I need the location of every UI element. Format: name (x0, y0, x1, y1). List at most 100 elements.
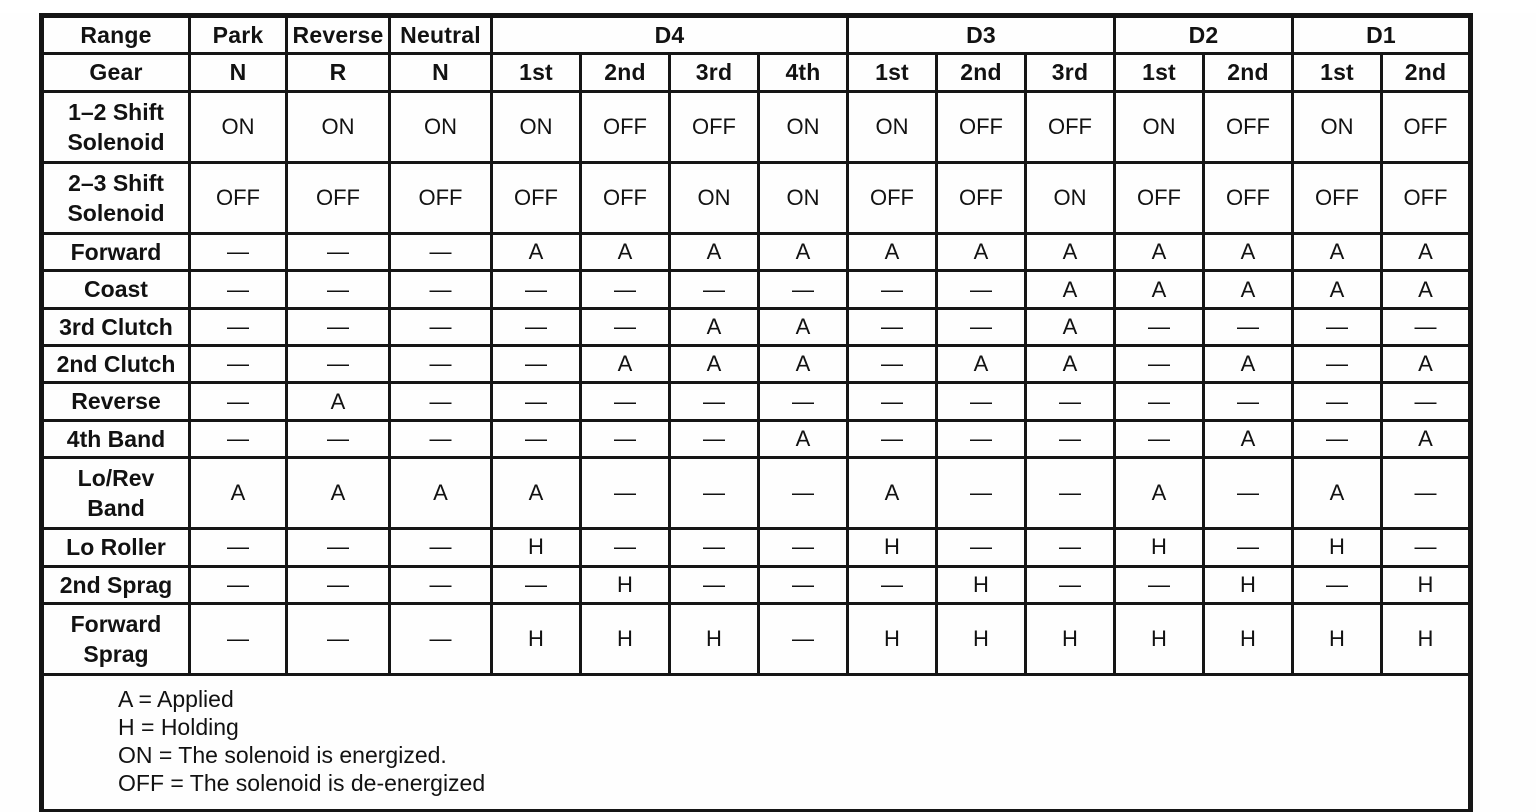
value-cell: — (188, 564, 288, 605)
value-cell: ON (846, 90, 938, 164)
gear-header-cell: 1st (846, 52, 938, 93)
value-cell: A (668, 306, 760, 348)
gear-header-cell: 2nd (1202, 52, 1294, 93)
legend-line: ON = The solenoid is energized. (118, 741, 447, 768)
value-cell: — (188, 306, 288, 348)
value-cell: A (668, 231, 760, 273)
row-label-line: 2nd Clutch (56, 351, 176, 378)
value-cell: — (285, 527, 391, 568)
legend-line: OFF = The solenoid is de-energized (118, 769, 486, 796)
value-cell: ON (285, 90, 391, 164)
value-cell: — (1024, 527, 1116, 568)
value-cell: — (388, 269, 493, 310)
value-cell: ON (1291, 90, 1383, 164)
value-cell: — (188, 344, 288, 385)
value-cell: ON (757, 90, 849, 164)
value-cell: — (757, 269, 849, 310)
legend-line: A = Applied (118, 685, 234, 712)
value-cell: H (668, 601, 760, 676)
value-cell: A (1291, 231, 1383, 273)
row-label: Reverse (40, 381, 191, 422)
value-cell: — (846, 269, 938, 310)
value-cell: — (490, 418, 582, 460)
row-label: 2nd Clutch (40, 344, 191, 385)
gear-header-cell: 1st (490, 52, 582, 93)
gear-header-cell: 2nd (1380, 52, 1472, 93)
value-cell: — (1024, 456, 1116, 531)
value-cell: H (846, 601, 938, 676)
value-cell: A (757, 306, 849, 348)
legend-line: H = Holding (118, 713, 239, 740)
value-cell: — (285, 306, 391, 348)
range-group-neutral: Neutral (388, 14, 493, 55)
gear-header-cell: 4th (757, 52, 849, 93)
value-cell: — (1380, 456, 1472, 531)
chart-row: Lo/Rev Band A A A A — — — A — — A — A — (40, 456, 1472, 531)
value-cell: — (388, 344, 493, 385)
gear-header-cell: 2nd (935, 52, 1027, 93)
value-cell: H (490, 601, 582, 676)
value-cell: A (1291, 269, 1383, 310)
value-cell: — (188, 418, 288, 460)
value-cell: — (1113, 418, 1205, 460)
row-label-line: 2–3 Shift (68, 169, 164, 196)
value-cell: — (1202, 456, 1294, 531)
value-cell: H (490, 527, 582, 568)
value-cell: ON (1024, 161, 1116, 235)
value-cell: OFF (1024, 90, 1116, 164)
value-cell: — (1024, 564, 1116, 605)
value-cell: — (285, 564, 391, 605)
value-cell: — (579, 269, 671, 310)
chart-row: 2nd Sprag — — — — H — — — H — — H — H (40, 564, 1472, 605)
value-cell: A (1202, 231, 1294, 273)
value-cell: — (668, 456, 760, 531)
chart-row: Forward Sprag — — — H H H — H H H H H H H (40, 601, 1472, 676)
range-group-d2: D2 (1113, 14, 1294, 55)
value-cell: — (388, 418, 493, 460)
row-label-line: Reverse (71, 388, 161, 415)
row-label: 2nd Sprag (40, 564, 191, 605)
value-cell: — (846, 418, 938, 460)
row-label-line: 2nd Sprag (59, 571, 173, 598)
value-cell: A (388, 456, 493, 531)
value-cell: — (579, 306, 671, 348)
value-cell: — (1291, 418, 1383, 460)
range-group-d4: D4 (490, 14, 849, 55)
value-cell: — (1202, 306, 1294, 348)
value-cell: H (579, 564, 671, 605)
value-cell: A (285, 456, 391, 531)
value-cell: A (1024, 344, 1116, 385)
value-cell: A (1113, 456, 1205, 531)
value-cell: A (846, 456, 938, 531)
value-cell: ON (1113, 90, 1205, 164)
value-cell: — (388, 306, 493, 348)
gear-header-cell: N (188, 52, 288, 93)
value-cell: — (935, 418, 1027, 460)
value-cell: ON (757, 161, 849, 235)
chart-row: Lo Roller — — — H — — — H — — H — H — (40, 527, 1472, 568)
row-label-line: Forward (70, 239, 162, 265)
row-label: Lo Roller (40, 527, 191, 568)
value-cell: — (1380, 381, 1472, 422)
value-cell: A (1380, 231, 1472, 273)
value-cell: — (668, 527, 760, 568)
value-cell: — (388, 231, 493, 273)
chart-header: Range Park Reverse Neutral D4 D3 D2 D1 Gear N R N 1s… (40, 14, 1472, 93)
value-cell: — (757, 456, 849, 531)
value-cell: H (1024, 601, 1116, 676)
value-cell: H (1380, 564, 1472, 605)
value-cell: A (1291, 456, 1383, 531)
value-cell: — (668, 418, 760, 460)
gear-header-cell: 1st (1291, 52, 1383, 93)
chart-row: 4th Band — — — — — — A — — — — A — A (40, 418, 1472, 460)
value-cell: A (579, 344, 671, 385)
value-cell: — (285, 418, 391, 460)
row-label: 3rd Clutch (40, 306, 191, 348)
gear-header-cell: 2nd (579, 52, 671, 93)
value-cell: OFF (1113, 161, 1205, 235)
range-group-d1: D1 (1291, 14, 1472, 55)
value-cell: — (285, 601, 391, 676)
row-label: 2–3 Shift Solenoid (40, 161, 191, 235)
value-cell: H (1202, 564, 1294, 605)
value-cell: — (846, 564, 938, 605)
